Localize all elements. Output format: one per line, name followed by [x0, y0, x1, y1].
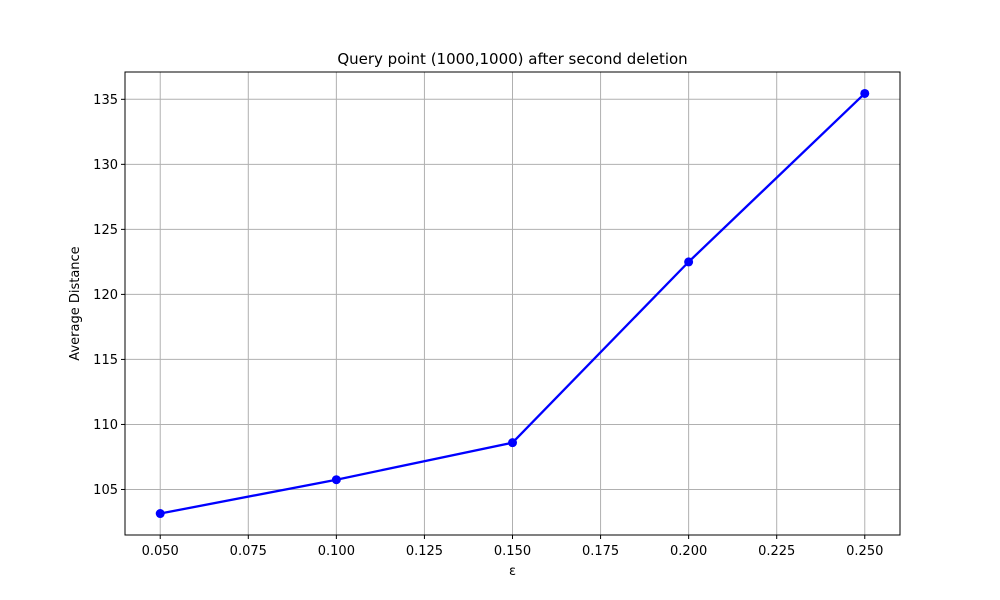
x-tick-label: 0.050 — [142, 544, 179, 559]
x-tick-label: 0.250 — [846, 544, 883, 559]
x-axis: 0.050 0.075 0.100 0.125 0.150 0.175 0.200 0.225… — [142, 535, 883, 559]
x-tick-label: 0.150 — [494, 544, 531, 559]
y-tick-label: 120 — [93, 288, 118, 303]
grid-lines — [125, 72, 900, 535]
y-tick-label: 135 — [93, 93, 118, 108]
x-tick-label: 0.125 — [406, 544, 443, 559]
x-tick-label: 0.100 — [318, 544, 355, 559]
data-point-marker — [684, 257, 694, 267]
x-tick-label: 0.075 — [230, 544, 267, 559]
data-point-marker — [860, 88, 870, 98]
data-point-marker — [155, 509, 165, 519]
y-tick-label: 130 — [93, 158, 118, 173]
x-tick-label: 0.175 — [582, 544, 619, 559]
x-tick-label: 0.225 — [758, 544, 795, 559]
y-axis: 105 110 115 120 125 130 135 — [93, 93, 125, 498]
data-point-marker — [508, 438, 517, 448]
x-axis-label: ε — [509, 564, 516, 579]
y-tick-label: 115 — [93, 353, 118, 368]
y-tick-label: 125 — [93, 223, 118, 238]
y-tick-label: 105 — [93, 483, 118, 498]
chart-title: Query point (1000,1000) after second del… — [337, 50, 687, 68]
x-tick-label: 0.200 — [670, 544, 707, 559]
data-point-marker — [331, 475, 341, 485]
y-axis-label: Average Distance — [68, 246, 83, 360]
series-markers — [155, 88, 870, 519]
y-tick-label: 110 — [93, 418, 118, 433]
